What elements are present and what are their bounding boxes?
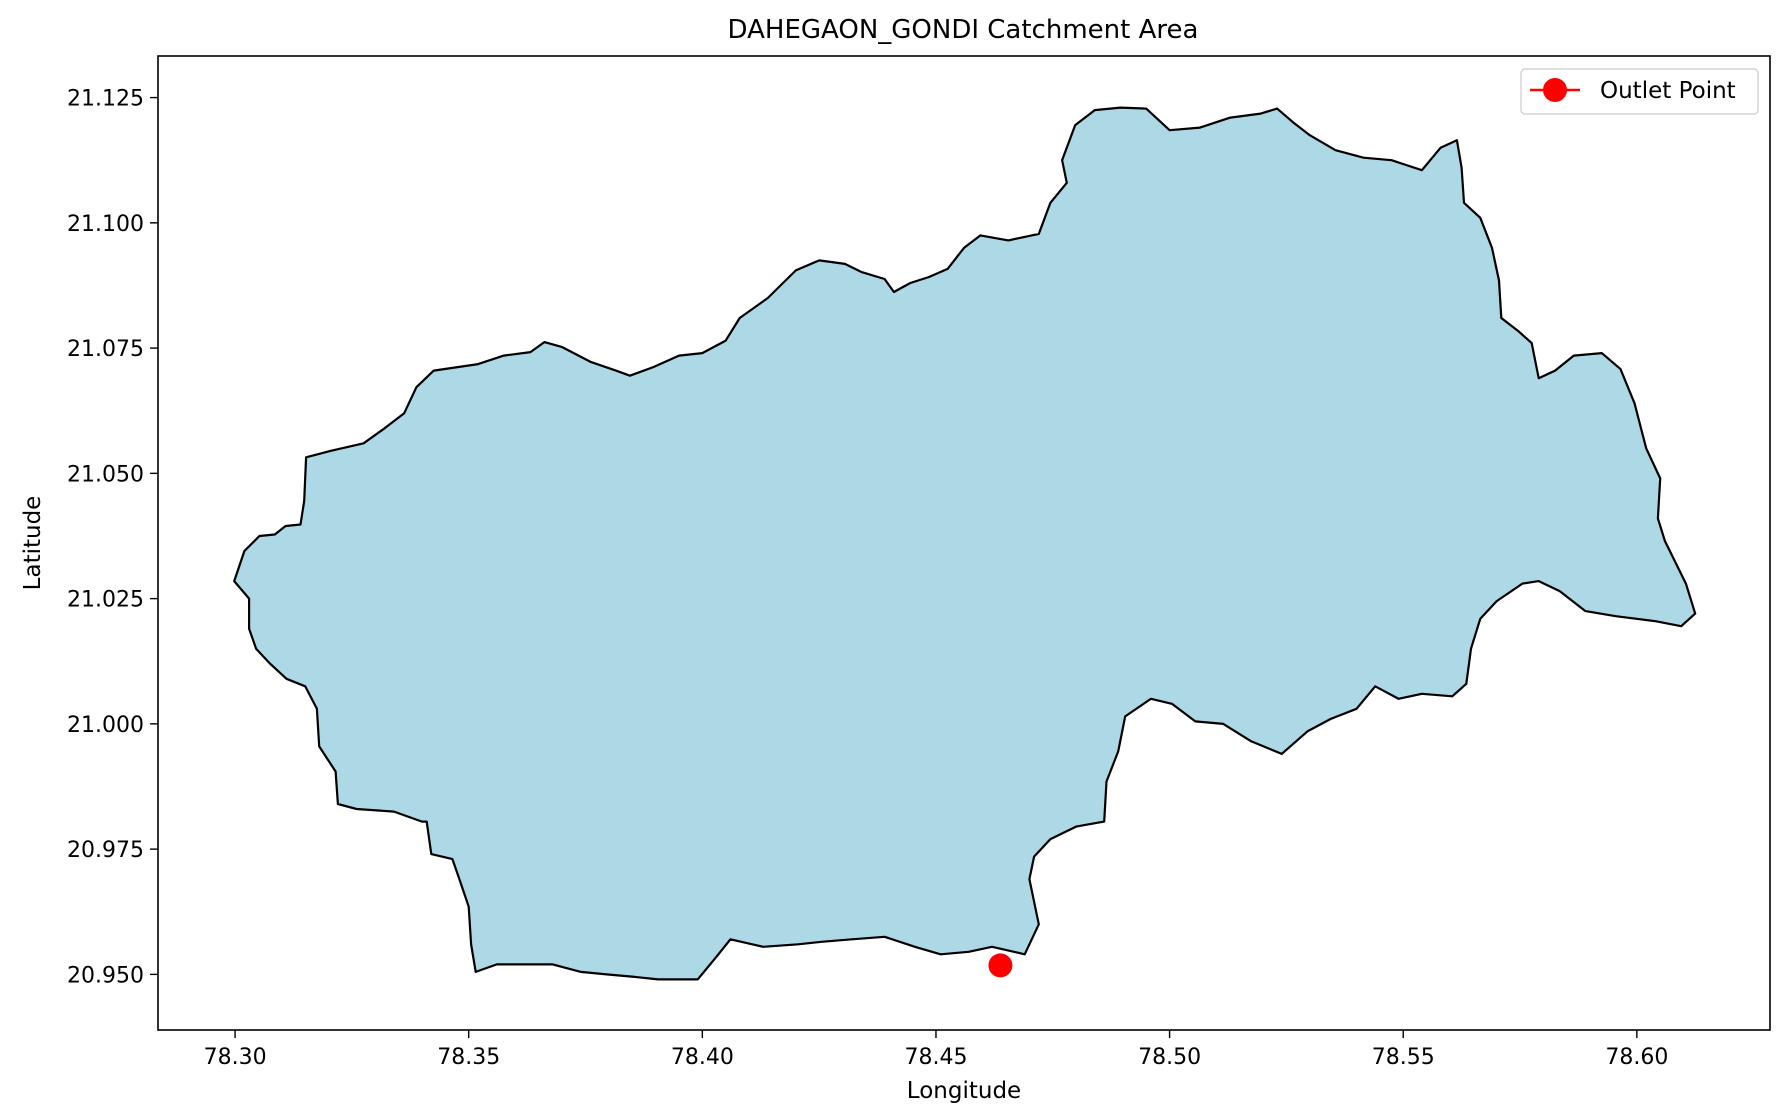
x-tick-label: 78.40 [671,1045,734,1070]
x-tick-label: 78.50 [1138,1045,1201,1070]
y-tick-label: 20.950 [67,963,144,988]
legend: Outlet Point [1520,68,1759,115]
y-tick-label: 20.975 [67,838,144,863]
x-tick-label: 78.60 [1605,1045,1668,1070]
chart-title: DAHEGAON_GONDI Catchment Area [728,15,1199,45]
axes-frame [157,55,1771,1031]
x-tick-label: 78.55 [1372,1045,1435,1070]
legend-marker-icon [1543,78,1567,102]
x-tick-label: 78.35 [437,1045,500,1070]
y-tick-label: 21.000 [67,713,144,738]
x-axis-ticks: 78.30 78.35 78.40 78.45 78.50 78.55 78.60 [204,1030,1668,1070]
x-axis-label: Longitude [907,1078,1021,1104]
y-axis-label: Latitude [20,496,46,591]
y-tick-label: 21.050 [67,462,144,487]
y-tick-label: 21.075 [67,337,144,362]
x-tick-label: 78.30 [204,1045,267,1070]
catchment-polygon [233,106,1697,981]
outlet-point-marker [988,953,1013,978]
legend-label: Outlet Point [1600,78,1736,104]
plot-area [233,106,1697,981]
y-tick-label: 21.025 [67,588,144,613]
legend-box [1520,68,1759,115]
y-axis-ticks: 20.950 20.975 21.000 21.025 21.050 21.075 21.1… [67,87,158,988]
y-tick-label: 21.100 [67,212,144,237]
y-tick-label: 21.125 [67,87,144,112]
x-tick-label: 78.45 [904,1045,967,1070]
